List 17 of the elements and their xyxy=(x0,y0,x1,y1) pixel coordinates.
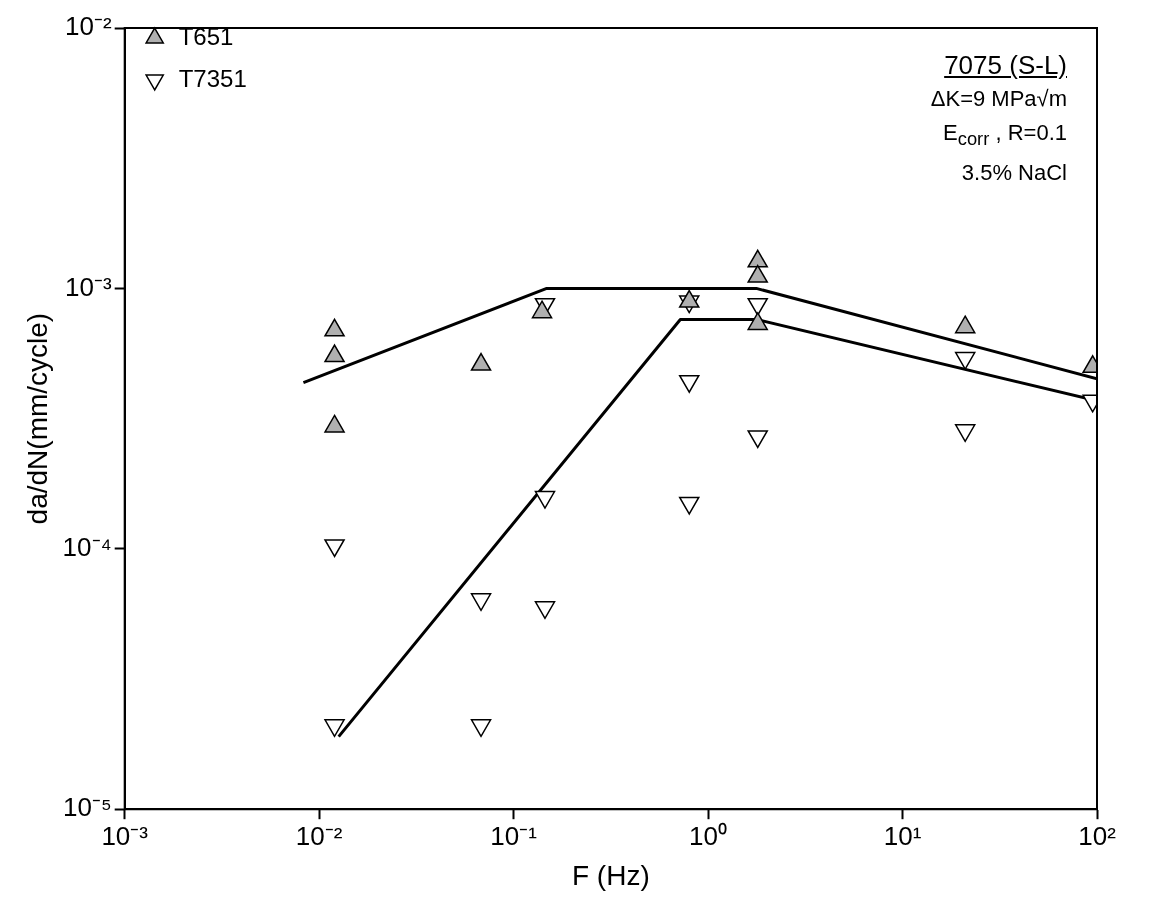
x-tick-label: 10⁻² xyxy=(295,820,343,851)
x-tick-label: 10² xyxy=(1078,820,1117,851)
x-axis-title: F (Hz) xyxy=(571,859,650,891)
legend-label: T7351 xyxy=(178,64,247,92)
y-tick-label: 10⁻² xyxy=(65,11,113,42)
x-tick-label: 10¹ xyxy=(883,820,922,851)
y-tick-label: 10⁻⁵ xyxy=(62,792,112,823)
y-tick-label: 10⁻³ xyxy=(65,271,113,302)
annotation: 7075 (S-L) xyxy=(943,49,1067,82)
y-axis-title: da/dN(mm/cycle) xyxy=(21,312,53,525)
y-tick-label: 10⁻⁴ xyxy=(62,531,112,562)
x-tick-label: 10⁻¹ xyxy=(490,820,538,851)
annotation: 3.5% NaCl xyxy=(960,159,1067,188)
x-tick-label: 10⁰ xyxy=(689,820,728,851)
annotation: E$_{corr}$ , R=0.1 xyxy=(942,119,1067,152)
annotation: ΔK=9 MPa√m xyxy=(930,85,1067,113)
x-tick-label: 10⁻³ xyxy=(101,820,149,851)
